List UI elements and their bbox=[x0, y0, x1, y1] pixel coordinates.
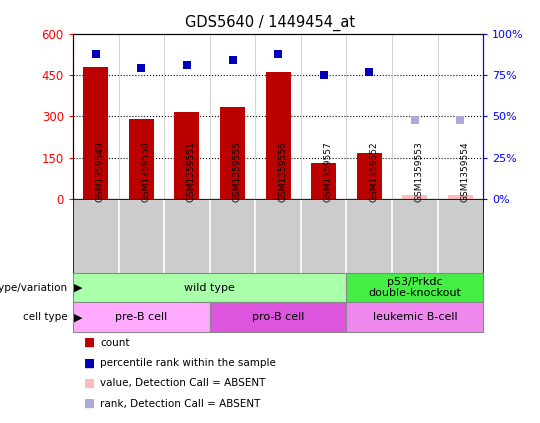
Bar bbox=[347, 302, 483, 332]
Text: value, Detection Call = ABSENT: value, Detection Call = ABSENT bbox=[100, 378, 265, 388]
Text: p53/Prkdc
double-knockout: p53/Prkdc double-knockout bbox=[368, 277, 461, 299]
Bar bbox=[266, 72, 291, 199]
Text: ■: ■ bbox=[84, 397, 95, 410]
Bar bbox=[129, 119, 154, 199]
Bar bbox=[311, 163, 336, 199]
Text: ■: ■ bbox=[84, 377, 95, 390]
Bar bbox=[448, 195, 473, 199]
Text: cell type: cell type bbox=[23, 312, 68, 322]
Text: pro-B cell: pro-B cell bbox=[252, 312, 304, 322]
Bar bbox=[210, 302, 347, 332]
Text: ▶: ▶ bbox=[74, 312, 83, 322]
Text: GSM1359551: GSM1359551 bbox=[187, 141, 196, 202]
Text: leukemic B-cell: leukemic B-cell bbox=[373, 312, 457, 322]
Text: pre-B cell: pre-B cell bbox=[115, 312, 167, 322]
Bar bbox=[347, 273, 483, 302]
Text: GSM1359549: GSM1359549 bbox=[96, 141, 105, 202]
Bar bbox=[73, 302, 210, 332]
Bar bbox=[73, 273, 347, 302]
Bar bbox=[174, 112, 199, 199]
Text: GSM1359553: GSM1359553 bbox=[415, 141, 424, 202]
Text: ■: ■ bbox=[84, 357, 95, 369]
Bar bbox=[357, 154, 382, 199]
Text: GSM1359557: GSM1359557 bbox=[323, 141, 333, 202]
Text: GSM1359555: GSM1359555 bbox=[233, 141, 241, 202]
Text: GSM1359550: GSM1359550 bbox=[141, 141, 150, 202]
Text: GSM1359556: GSM1359556 bbox=[278, 141, 287, 202]
Text: count: count bbox=[100, 338, 130, 348]
Text: rank, Detection Call = ABSENT: rank, Detection Call = ABSENT bbox=[100, 398, 260, 409]
Bar bbox=[220, 107, 245, 199]
Bar bbox=[402, 195, 428, 199]
Text: wild type: wild type bbox=[184, 283, 235, 293]
Bar bbox=[83, 67, 108, 199]
Text: GSM1359552: GSM1359552 bbox=[369, 141, 379, 202]
Text: ▶: ▶ bbox=[74, 283, 83, 293]
Text: GSM1359554: GSM1359554 bbox=[461, 141, 469, 202]
Text: ■: ■ bbox=[84, 336, 95, 349]
Text: genotype/variation: genotype/variation bbox=[0, 283, 68, 293]
Text: percentile rank within the sample: percentile rank within the sample bbox=[100, 358, 276, 368]
Text: GDS5640 / 1449454_at: GDS5640 / 1449454_at bbox=[185, 15, 355, 31]
